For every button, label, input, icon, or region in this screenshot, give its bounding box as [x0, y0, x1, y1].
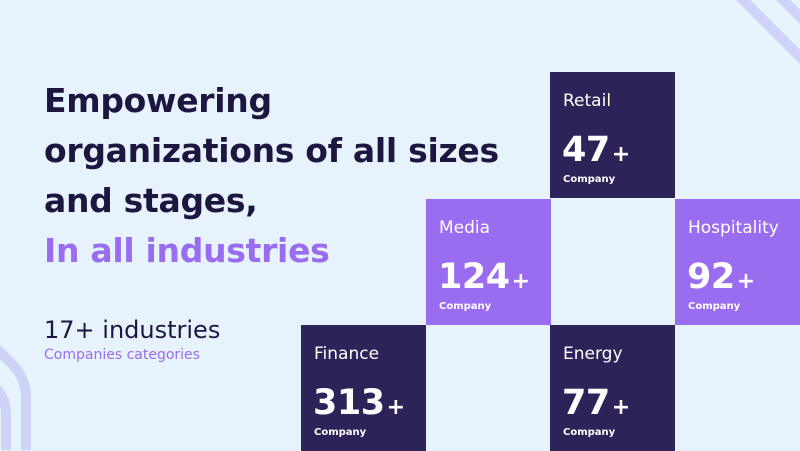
headline-line-3: and stages,: [44, 181, 258, 220]
tile-value: 124+: [438, 257, 530, 302]
tile-name: Finance: [314, 344, 380, 364]
tile-suffix: +: [386, 395, 405, 420]
tile-suffix: +: [511, 269, 530, 294]
industries-count: 17+ industries: [44, 316, 221, 344]
tile-name: Retail: [563, 91, 612, 111]
tile-unit: Company: [314, 427, 367, 438]
tile-value: 313+: [313, 383, 405, 428]
tile-energy: Energy 77+ Company: [550, 325, 675, 451]
tile-name: Energy: [563, 344, 623, 364]
tile-media: Media 124+ Company: [426, 199, 551, 325]
tile-number: 313: [313, 383, 385, 423]
tile-number: 92: [687, 257, 735, 297]
tile-finance: Finance 313+ Company: [301, 325, 426, 451]
tile-suffix: +: [611, 395, 630, 420]
tile-number: 124: [438, 257, 510, 297]
headline-accent-line: In all industries: [44, 231, 330, 270]
tile-suffix: +: [736, 269, 755, 294]
tile-name: Media: [439, 218, 491, 238]
tile-value: 92+: [687, 257, 755, 302]
tile-number: 77: [562, 383, 610, 423]
tile-value: 47+: [562, 130, 630, 175]
tile-retail: Retail 47+ Company: [550, 72, 675, 198]
tile-suffix: +: [611, 142, 630, 167]
tile-number: 47: [562, 130, 610, 170]
tile-value: 77+: [562, 383, 630, 428]
tile-name: Hospitality: [688, 218, 779, 238]
tile-unit: Company: [563, 174, 616, 185]
tile-unit: Company: [688, 301, 741, 312]
tile-unit: Company: [439, 301, 492, 312]
tile-unit: Company: [563, 427, 616, 438]
headline: Empowering organizations of all sizes an…: [44, 76, 499, 276]
headline-line-1: Empowering: [44, 81, 272, 120]
tile-hospitality: Hospitality 92+ Company: [675, 199, 800, 325]
headline-line-2: organizations of all sizes: [44, 131, 499, 170]
industries-subtitle: Companies categories: [44, 347, 200, 363]
